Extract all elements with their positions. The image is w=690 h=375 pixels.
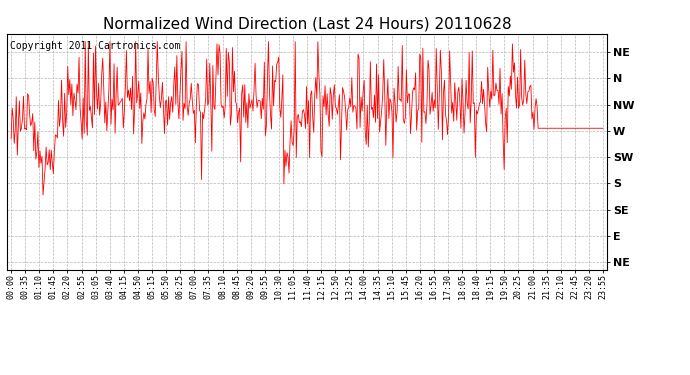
Text: Copyright 2011 Cartronics.com: Copyright 2011 Cartronics.com [10,41,180,51]
Title: Normalized Wind Direction (Last 24 Hours) 20110628: Normalized Wind Direction (Last 24 Hours… [103,16,511,31]
